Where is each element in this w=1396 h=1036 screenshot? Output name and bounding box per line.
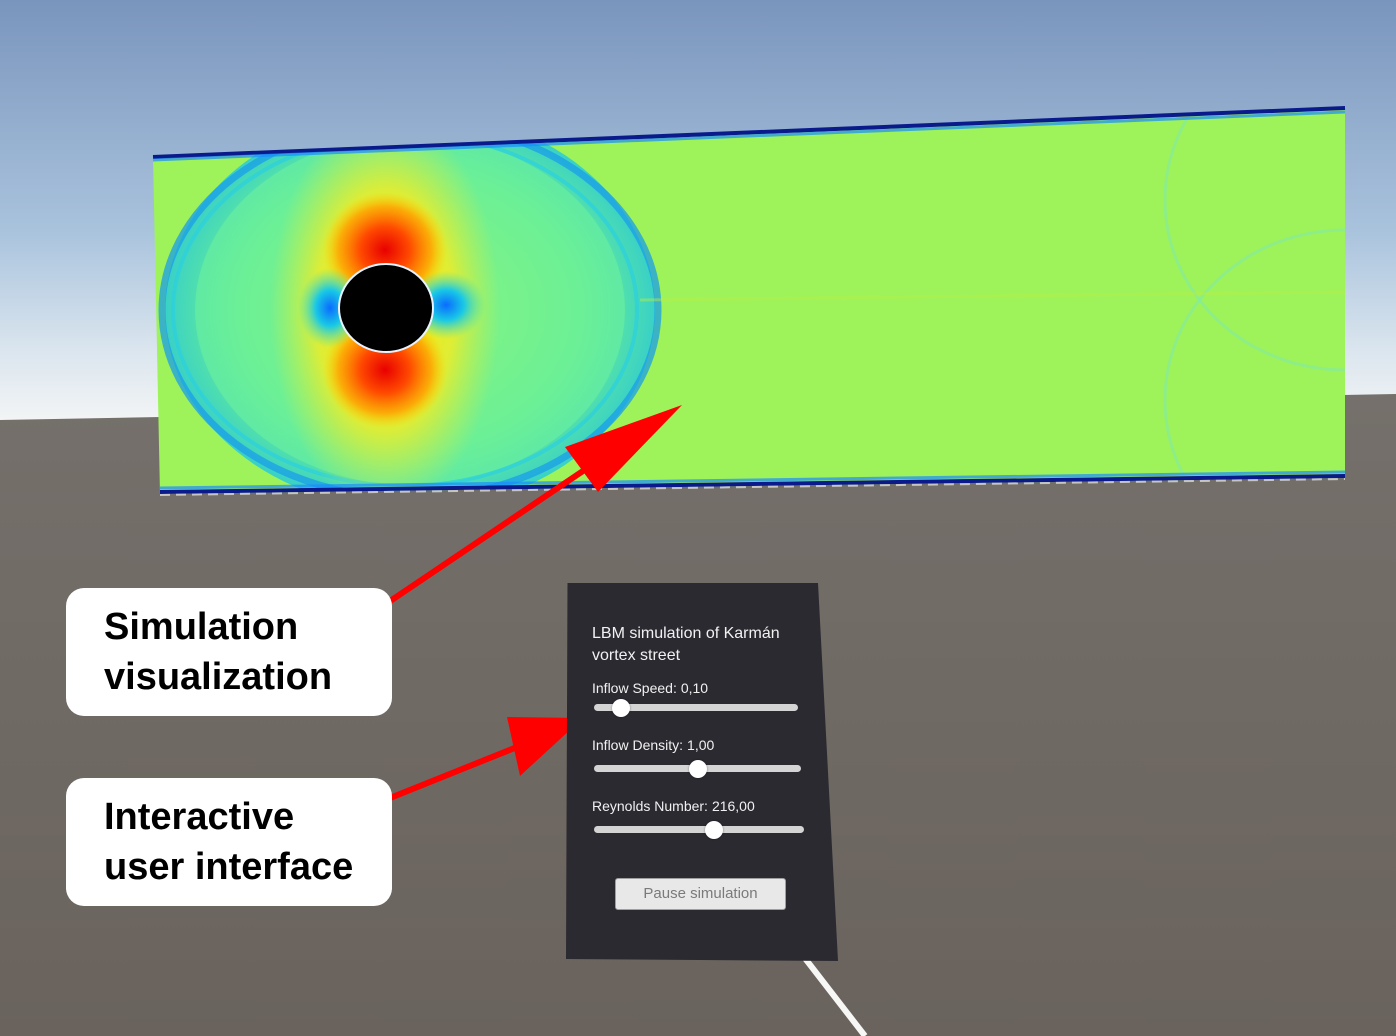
arrow-to-interface [363, 717, 583, 811]
obstacle-cylinder [338, 263, 434, 353]
inflow-speed-label: Inflow Speed: 0,10 [592, 680, 708, 696]
reynolds-number-slider[interactable] [594, 820, 804, 839]
inflow-density-slider-handle[interactable] [688, 759, 707, 778]
inflow-density-label: Inflow Density: 1,00 [592, 737, 714, 753]
control-panel: LBM simulation of Karmán vortex street I… [566, 583, 838, 961]
inflow-density-value: 1,00 [687, 737, 715, 753]
callout-simulation-line2: visualization [104, 656, 333, 698]
callout-interface-line2: user interface [104, 846, 354, 888]
pause-simulation-button[interactable]: Pause simulation [615, 878, 786, 910]
inflow-speed-value: 0,10 [680, 680, 709, 696]
arrow-to-simulation [363, 405, 682, 621]
reynolds-number-label-text: Reynolds Number: [592, 798, 708, 814]
inflow-density-slider[interactable] [594, 759, 801, 778]
bottom-wall [159, 474, 1346, 494]
panel-title: LBM simulation of Karmán vortex street [592, 625, 780, 664]
top-wall [152, 106, 1346, 159]
reynolds-number-label: Reynolds Number: 216,00 [592, 798, 755, 814]
reynolds-number-value: 216,00 [711, 798, 755, 814]
inflow-speed-label-text: Inflow Speed: [592, 680, 677, 696]
simulation-visualization [152, 106, 1346, 496]
callout-interface-line1: Interactive [104, 796, 295, 838]
inflow-speed-slider-handle[interactable] [611, 698, 630, 717]
callout-simulation-line1: Simulation [104, 606, 299, 648]
reynolds-number-slider-handle[interactable] [704, 820, 723, 839]
inflow-speed-slider[interactable] [594, 698, 798, 717]
callout-simulation-visualization: Simulation visualization [66, 588, 392, 716]
callout-interactive-ui: Interactive user interface [66, 778, 392, 906]
inflow-density-label-text: Inflow Density: [592, 737, 684, 753]
